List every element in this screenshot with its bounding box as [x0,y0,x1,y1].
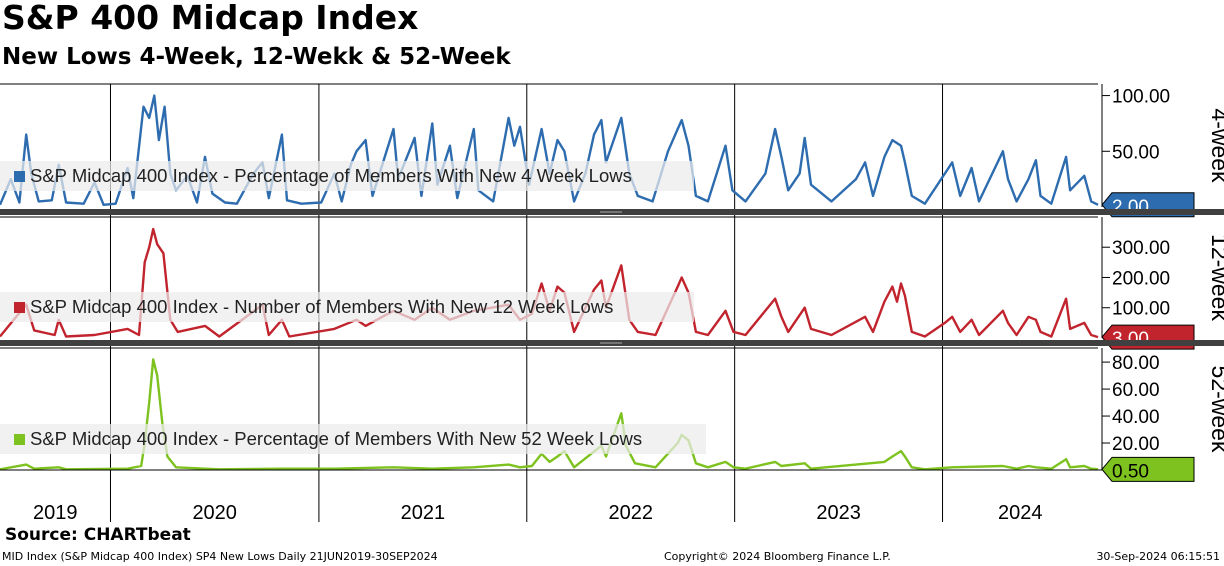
y-tick-label: 100.00 [1112,299,1170,320]
x-tick-label: 2019 [33,502,78,524]
copyright-note: Copyright© 2024 Bloomberg Finance L.P. [664,550,891,563]
y-tick-label: 50.00 [1112,142,1160,163]
x-tick-label: 2022 [608,502,653,524]
y-tick-label: 100.00 [1112,87,1170,108]
chart-title: S&P 400 Midcap Index [2,0,419,37]
y-tick-label: 200.00 [1112,268,1170,289]
x-tick-label: 2023 [816,502,861,524]
x-tick-label: 2020 [192,502,237,524]
panel-side-label: 52-week [1207,366,1224,453]
chart-subtitle: New Lows 4-Week, 12-Wekk & 52-Week [2,44,511,70]
x-tick-label: 2021 [401,502,446,524]
series-line-4-week [0,94,1099,207]
last-value-label: 3.00 [1112,329,1149,350]
y-tick-label: 40.00 [1112,407,1160,428]
source-note: Source: CHARTbeat [5,525,191,545]
y-tick-label: 300.00 [1112,238,1170,259]
legend-box [0,292,694,322]
panel-side-label: 12-week [1207,234,1224,321]
last-value-label: 0.50 [1112,461,1149,482]
y-tick-label: 20.00 [1112,434,1160,455]
timestamp: 30-Sep-2024 06:15:51 [1096,550,1220,563]
legend-label: S&P Midcap 400 Index - Percentage of Mem… [30,428,642,449]
legend-label: S&P Midcap 400 Index - Percentage of Mem… [30,165,632,186]
y-tick-label: 60.00 [1112,380,1160,401]
legend-box [0,161,694,191]
security-description: MID Index (S&P Midcap 400 Index) SP4 New… [2,550,438,563]
legend-swatch [14,302,25,313]
x-tick-label: 2024 [998,502,1043,524]
panel-side-label: 4-week [1207,108,1224,183]
legend-label: S&P Midcap 400 Index - Number of Members… [30,296,613,317]
legend-box [0,424,706,454]
legend-swatch [14,434,25,445]
legend-swatch [14,171,25,182]
last-value-tag [1101,456,1195,482]
y-tick-label: 80.00 [1112,353,1160,374]
